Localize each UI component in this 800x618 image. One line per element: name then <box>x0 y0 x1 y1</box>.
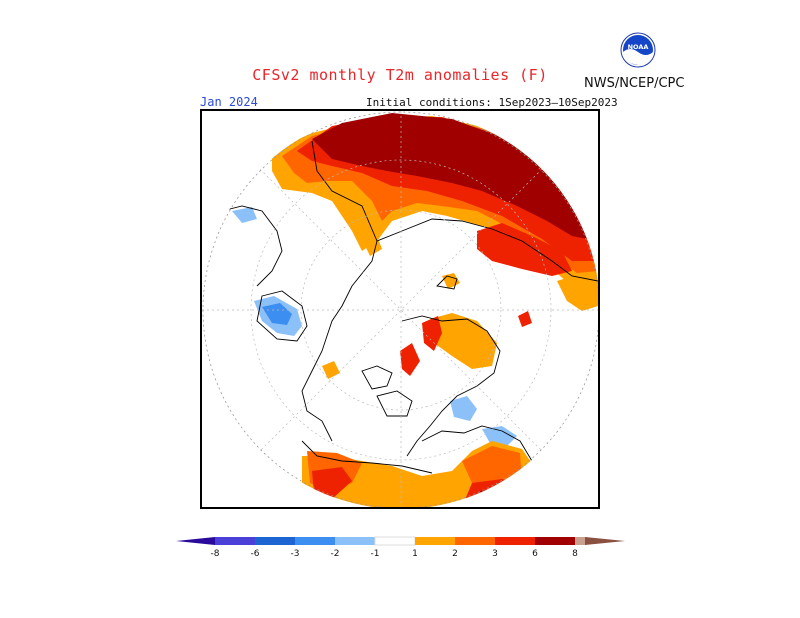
anomaly-region-3to6-alaska <box>422 316 442 351</box>
colorbar-segment-3-6 <box>495 537 535 545</box>
colorbar-tick: -6 <box>250 549 260 559</box>
anomaly-region-1to2-small <box>442 273 460 289</box>
anomaly-region-3to6-northeast <box>477 223 572 276</box>
colorbar-tick: -3 <box>290 549 300 559</box>
anomaly-region-1to2-east <box>557 273 598 311</box>
noaa-logo: NOAA <box>620 32 656 68</box>
colorbar-tick: -8 <box>210 549 220 559</box>
anomaly-region-6to8-north <box>312 113 598 241</box>
map-title: CFSv2 monthly T2m anomalies (F) <box>252 66 548 84</box>
noaa-logo-text: NOAA <box>628 43 649 51</box>
colorbar-tick: 3 <box>492 549 498 559</box>
initial-conditions: Initial conditions: 1Sep2023—10Sep2023 <box>366 96 618 109</box>
anomaly-region-3to6-alaska-coast <box>400 343 420 376</box>
colorbar-segment-1-2 <box>415 537 455 545</box>
colorbar-tick: 2 <box>452 549 458 559</box>
colorbar-tick: 8 <box>572 549 578 559</box>
anomaly-region-3to6-spot <box>518 311 532 327</box>
agency-label: NWS/NCEP/CPC <box>584 76 685 91</box>
colorbar-tick: -2 <box>330 549 340 559</box>
graticule <box>202 111 598 507</box>
anomaly-region-1to2-alaska <box>430 313 497 369</box>
colorbar-tick: 1 <box>412 549 418 559</box>
anomaly-region-1to2-spot <box>322 361 340 379</box>
colorbar-segment-neg6-neg3 <box>255 537 295 545</box>
anomaly-region-3to6-south <box>312 467 352 499</box>
polar-stereographic-map <box>202 111 598 507</box>
colorbar-segment-gt-8-arrow <box>585 537 625 545</box>
colorbar-segment-neg2-neg1 <box>335 537 375 545</box>
colorbar-tick: 6 <box>532 549 538 559</box>
colorbar-tick: -1 <box>370 549 380 559</box>
colorbar-segment-lt-neg8 <box>176 537 215 545</box>
colorbar-segment-2-3 <box>455 537 495 545</box>
anomaly-region-neg2to3-asia <box>262 303 292 325</box>
forecast-month: Jan 2024 <box>200 95 258 109</box>
colorbar-segment-6-8 <box>535 537 575 545</box>
colorbar-segment-neg8-neg6 <box>215 537 255 545</box>
anomaly-region-neg1to2-atlantic <box>482 426 517 446</box>
anomaly-region-neg1to2-nw <box>232 207 257 223</box>
colorbar <box>176 536 625 546</box>
anomaly-region-neg1to2-hudson <box>450 396 477 421</box>
colorbar-segment-neg3-neg2 <box>295 537 335 545</box>
colorbar-segment-neg1-1 <box>374 536 416 546</box>
polar-map-frame <box>200 109 600 509</box>
colorbar-segment-gt-8 <box>575 537 585 545</box>
coastlines <box>221 140 598 474</box>
